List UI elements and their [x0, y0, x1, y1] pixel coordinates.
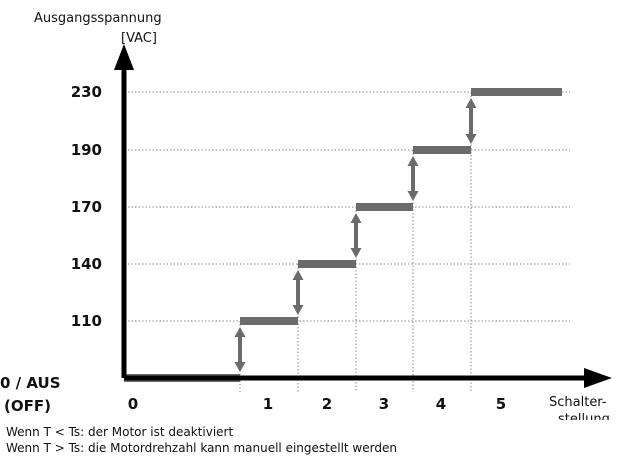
- x-tick-label: 2: [322, 395, 332, 413]
- x-axis-arrowhead: [584, 368, 612, 388]
- voltage-step-chart: Ausgangsspannung [VAC] 0 / AUS (OFF) Sch…: [0, 11, 612, 420]
- step-segment-4: [413, 146, 471, 154]
- axes: [114, 44, 612, 388]
- x-tick-label: 0: [128, 395, 138, 413]
- step-segment-3: [356, 203, 413, 211]
- note-motor-manual: Wenn T > Ts: die Motordrehzahl kann manu…: [6, 441, 397, 455]
- transition-arrow: [465, 98, 477, 144]
- y-axis-label: Ausgangsspannung: [34, 11, 162, 26]
- step-segment-2: [298, 260, 356, 268]
- y-tick-label: 230: [71, 83, 102, 101]
- x-axis-line: [124, 375, 590, 381]
- note-motor-disabled: Wenn T < Ts: der Motor ist deaktiviert: [6, 425, 234, 439]
- zero-label: 0 / AUS: [0, 374, 61, 392]
- step-series: [124, 88, 562, 382]
- transition-arrow: [350, 213, 362, 258]
- step-segment-1: [240, 317, 298, 325]
- y-axis-unit: [VAC]: [121, 31, 157, 46]
- transition-arrow: [292, 270, 304, 315]
- transition-arrow: [234, 327, 246, 372]
- y-tick-label: 170: [71, 198, 102, 216]
- x-axis-label-line2: stellung: [558, 412, 610, 420]
- y-tick-label: 190: [71, 141, 102, 159]
- y-axis-arrowhead: [114, 44, 134, 70]
- x-tick-label: 4: [436, 395, 446, 413]
- x-tick-label: 5: [496, 395, 506, 413]
- step-segment-5: [471, 88, 562, 96]
- x-tick-label: 3: [379, 395, 389, 413]
- x-tick-label: 1: [263, 395, 273, 413]
- y-tick-label: 140: [71, 255, 102, 273]
- y-tick-label: 110: [71, 312, 102, 330]
- transition-arrow: [407, 156, 419, 201]
- x-axis-label: Schalter-: [549, 395, 607, 410]
- y-axis-line: [121, 64, 127, 378]
- transition-arrows: [234, 98, 477, 372]
- zero-label-off: (OFF): [4, 397, 51, 415]
- gridlines: [128, 91, 570, 392]
